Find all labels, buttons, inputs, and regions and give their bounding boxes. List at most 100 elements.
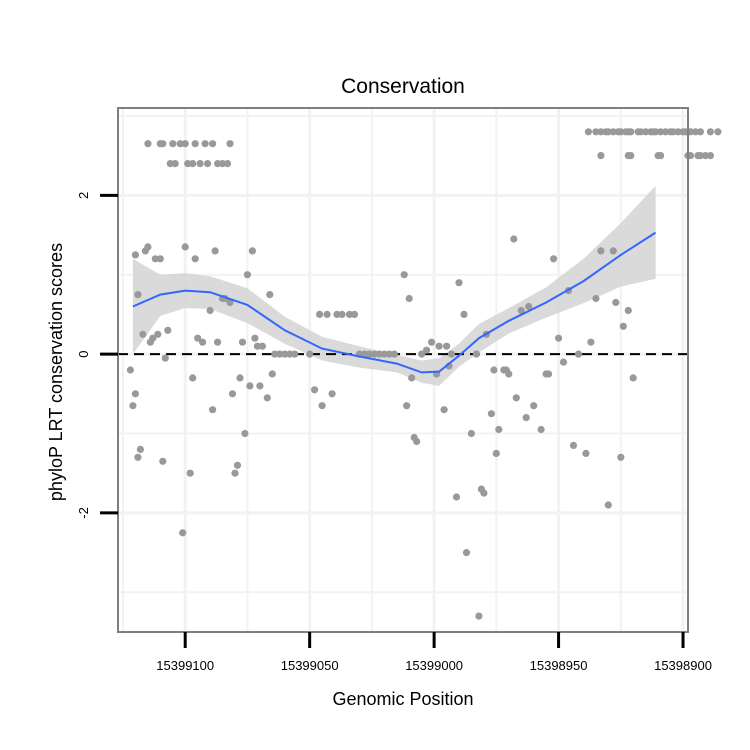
data-point (627, 128, 635, 136)
data-point (472, 350, 480, 358)
data-point (390, 350, 398, 358)
data-point (350, 310, 359, 318)
data-point (218, 160, 227, 168)
data-point (617, 453, 625, 461)
y-axis: -2 0 2 (76, 192, 118, 519)
data-point (495, 425, 503, 434)
data-point (403, 402, 411, 410)
data-point (510, 235, 518, 243)
data-point (196, 160, 204, 168)
data-point (236, 374, 244, 382)
data-point (696, 152, 705, 160)
data-point (443, 342, 451, 350)
data-point (333, 310, 341, 318)
data-point (181, 243, 189, 251)
data-point (316, 310, 324, 318)
data-point (226, 298, 234, 307)
data-point (365, 350, 373, 358)
data-point (637, 128, 645, 136)
data-point (569, 441, 578, 449)
data-point (144, 243, 152, 251)
y-axis-title: phyloP LRT conservation scores (46, 243, 66, 501)
data-point (181, 140, 189, 148)
data-point (211, 247, 219, 255)
data-point (487, 410, 495, 418)
data-point (475, 612, 483, 620)
data-point (223, 160, 232, 168)
data-point (139, 330, 147, 338)
data-point (522, 414, 530, 422)
data-point (550, 255, 558, 263)
data-point (574, 350, 583, 358)
data-point (201, 140, 209, 148)
data-point (642, 128, 650, 136)
data-point (604, 501, 612, 509)
data-point (701, 152, 710, 160)
x-tick-label: 15398900 (654, 658, 712, 673)
data-point (209, 406, 217, 414)
data-point (714, 128, 722, 136)
data-point (559, 358, 568, 366)
data-point (154, 330, 162, 338)
data-point (194, 334, 202, 342)
data-point (243, 271, 251, 279)
data-point (597, 152, 605, 160)
data-point (199, 338, 207, 346)
data-point (455, 279, 463, 287)
x-tick-label: 15398950 (530, 658, 588, 673)
data-point (408, 374, 416, 382)
data-point (706, 152, 715, 160)
data-point (228, 390, 237, 398)
data-point (238, 338, 247, 346)
data-point (555, 334, 563, 342)
data-point (592, 294, 600, 303)
data-point (512, 394, 520, 402)
data-point (517, 306, 525, 315)
data-point (159, 140, 167, 148)
data-point (604, 128, 612, 136)
data-point (191, 140, 199, 148)
y-tick-label: 2 (76, 192, 91, 199)
data-point (241, 429, 249, 438)
x-tick-label: 15399100 (156, 658, 214, 673)
data-point (423, 346, 431, 354)
data-point (525, 302, 533, 311)
data-point (345, 310, 354, 318)
data-point (253, 342, 261, 350)
data-point (587, 338, 595, 346)
data-point (385, 350, 393, 358)
data-point (380, 350, 388, 358)
data-point (131, 251, 139, 259)
data-point (530, 402, 538, 410)
data-point (189, 160, 197, 168)
data-point (263, 394, 271, 402)
data-point (291, 350, 299, 358)
data-point (609, 128, 617, 136)
data-point (405, 294, 413, 303)
data-point (226, 140, 234, 148)
data-point (505, 370, 513, 378)
data-point (537, 425, 545, 434)
data-point (129, 402, 137, 410)
data-point (480, 489, 488, 497)
data-point (306, 350, 314, 358)
data-point (318, 402, 326, 410)
data-point (657, 152, 665, 160)
data-point (176, 140, 184, 148)
data-point (582, 449, 590, 457)
data-point (206, 306, 214, 315)
data-point (286, 350, 294, 358)
data-point (214, 338, 222, 346)
data-point (126, 366, 134, 374)
data-point (617, 128, 625, 136)
data-point (624, 306, 632, 315)
data-point (268, 370, 276, 378)
data-point (171, 160, 179, 168)
data-point (545, 370, 553, 378)
data-point (400, 271, 408, 279)
data-point (134, 291, 142, 299)
data-point (652, 128, 660, 136)
x-tick-label: 15399000 (405, 658, 463, 673)
data-point (328, 390, 336, 398)
